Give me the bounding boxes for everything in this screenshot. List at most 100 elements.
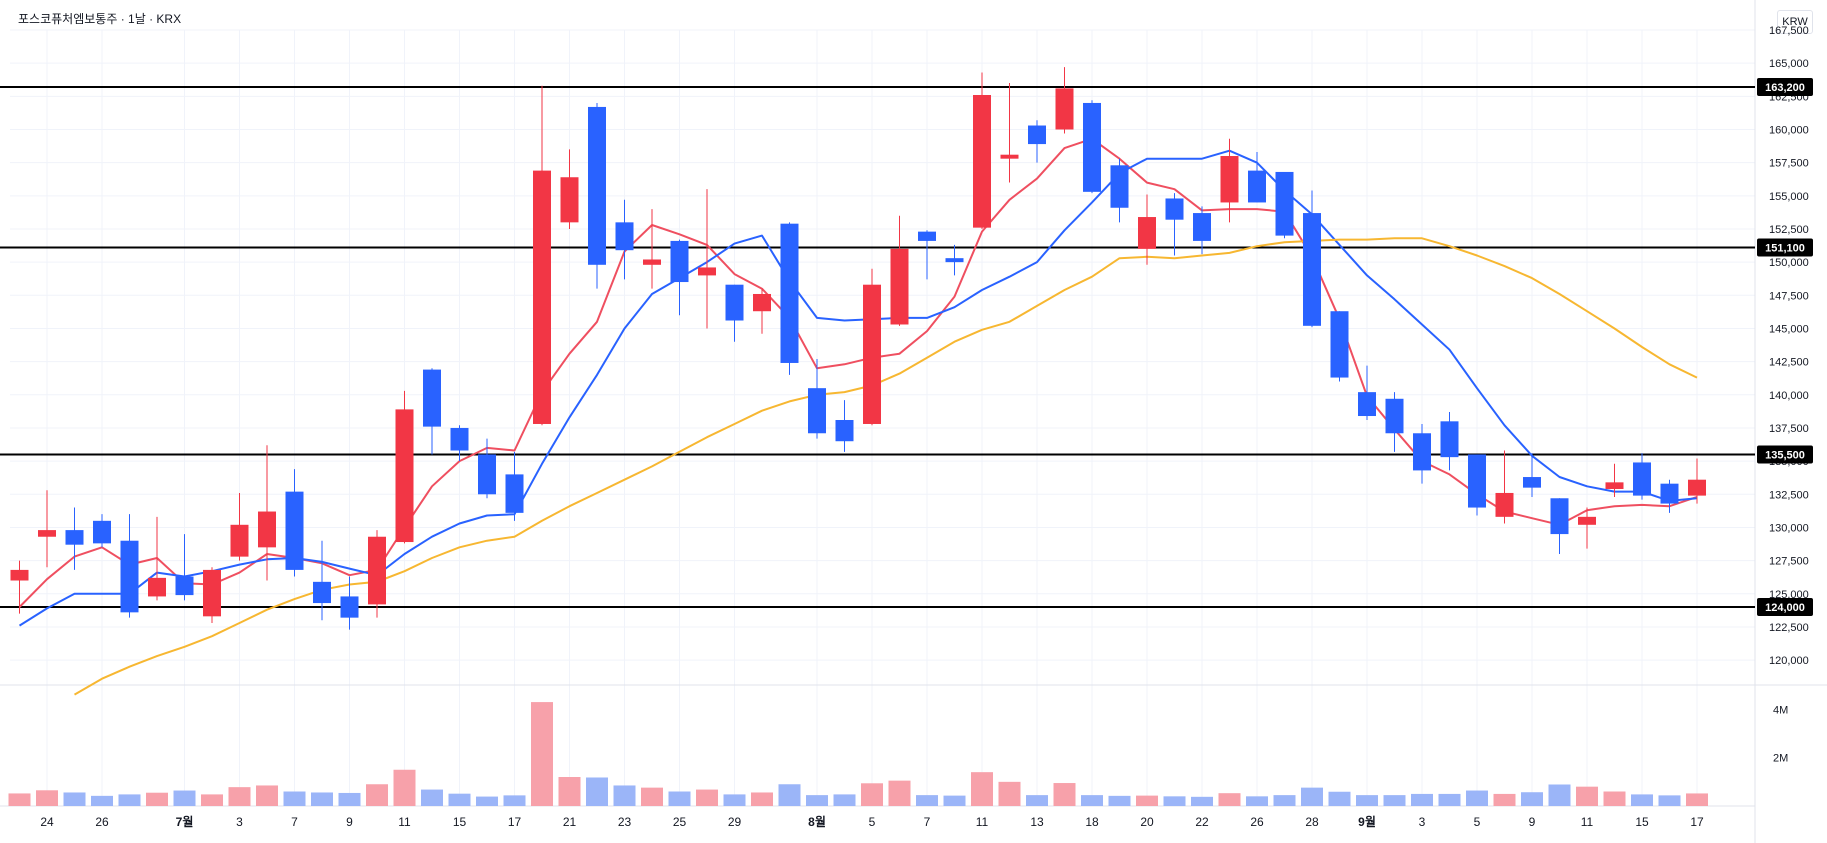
candle (368, 530, 386, 618)
volume-bar (1108, 795, 1131, 806)
moving-average-line (73, 237, 1698, 696)
volume-bar (1383, 795, 1406, 806)
level-label-bg (1757, 598, 1813, 617)
level-label: 151,100 (1765, 243, 1805, 255)
price-tick-label: 142,500 (1769, 357, 1809, 369)
time-tick-label: 20 (1140, 815, 1154, 829)
candle (560, 149, 579, 229)
volume-bar (641, 787, 663, 806)
time-tick-label: 3 (1419, 815, 1426, 829)
volume-bar (1686, 793, 1708, 806)
price-tick-label: 167,500 (1769, 25, 1809, 37)
candle (670, 239, 689, 316)
volume-bar (998, 781, 1021, 806)
volume-bar (201, 794, 223, 806)
level-labels: 163,200 151,100 135,500 124,000 (1757, 78, 1813, 617)
price-tick-label: 150,000 (1769, 257, 1809, 269)
horizontal-levels (0, 86, 1755, 609)
volume-bars (8, 702, 1708, 806)
volume-bar (531, 702, 553, 806)
candle (1055, 67, 1074, 134)
time-tick-label: 8월 (808, 814, 826, 829)
time-tick-label: 18 (1085, 815, 1099, 829)
volume-bar (971, 772, 993, 806)
volume-bar (696, 789, 718, 806)
volume-bar (1548, 784, 1571, 806)
volume-bar (36, 790, 58, 806)
time-tick-label: 13 (1030, 815, 1044, 829)
candle (395, 390, 414, 544)
candle (1358, 365, 1376, 420)
candle (1523, 453, 1541, 497)
time-tick-label: 17 (508, 815, 522, 829)
candle (175, 534, 194, 601)
candle-body (1495, 492, 1514, 517)
price-tick-label: 130,000 (1769, 522, 1809, 534)
volume-tick-label: 4M (1773, 704, 1788, 716)
candle-body (1413, 433, 1431, 471)
volume-bar (558, 777, 581, 806)
candle (1000, 83, 1019, 183)
candle (258, 445, 276, 581)
candle (450, 425, 469, 462)
volume-bar (916, 795, 938, 806)
candle (1413, 423, 1431, 484)
candle-body (725, 284, 744, 321)
candle (588, 102, 606, 289)
candle-body (1165, 198, 1184, 220)
candle (203, 567, 221, 623)
candle (698, 189, 716, 329)
volume-bar (1191, 796, 1213, 806)
price-tick-label: 160,000 (1769, 124, 1809, 136)
candle-body (643, 259, 661, 265)
candle (1550, 498, 1569, 554)
time-tick-label: 7 (924, 815, 931, 829)
candle-body (918, 231, 936, 241)
candle (93, 514, 111, 548)
volume-bar (1466, 790, 1488, 806)
volume-bar (1081, 795, 1103, 806)
candle-body (395, 409, 414, 543)
volume-bar (283, 791, 306, 806)
candle-body (1358, 392, 1376, 417)
time-tick-label: 24 (40, 815, 54, 829)
time-tick-label: 22 (1195, 815, 1209, 829)
candle-body (615, 222, 634, 251)
time-tick-label: 29 (728, 815, 742, 829)
volume-bar (613, 785, 636, 806)
candle-body (203, 569, 221, 617)
candle-body (285, 491, 304, 570)
candle (780, 222, 799, 375)
candle (38, 490, 56, 568)
candle-body (1083, 102, 1101, 192)
candle (1303, 190, 1321, 328)
candle-body (313, 581, 331, 604)
candle-body (478, 454, 496, 495)
candle-body (1385, 398, 1404, 434)
candle (285, 469, 304, 577)
candle (1193, 206, 1211, 255)
price-tick-label: 120,000 (1769, 655, 1809, 667)
level-label: 135,500 (1765, 449, 1805, 461)
level-label-bg (1757, 445, 1813, 464)
price-tick-label: 140,000 (1769, 390, 1809, 402)
candle (478, 438, 496, 499)
price-tick-label: 157,500 (1769, 158, 1809, 170)
volume-bar (173, 790, 196, 806)
candle (230, 492, 249, 561)
volume-bar (1273, 795, 1296, 806)
candle-body (533, 170, 551, 424)
candle-body (670, 240, 689, 283)
price-tick-label: 147,500 (1769, 290, 1809, 302)
time-tick-label: 3 (236, 815, 243, 829)
volume-bar (1521, 792, 1543, 806)
currency-button[interactable]: KRW (1777, 10, 1813, 34)
candle-body (945, 258, 964, 263)
candle (835, 400, 854, 452)
candle (1220, 138, 1239, 223)
candle (863, 268, 881, 426)
candle-body (1110, 165, 1129, 208)
price-tick-label: 122,500 (1769, 622, 1809, 634)
candle-body (368, 536, 386, 605)
